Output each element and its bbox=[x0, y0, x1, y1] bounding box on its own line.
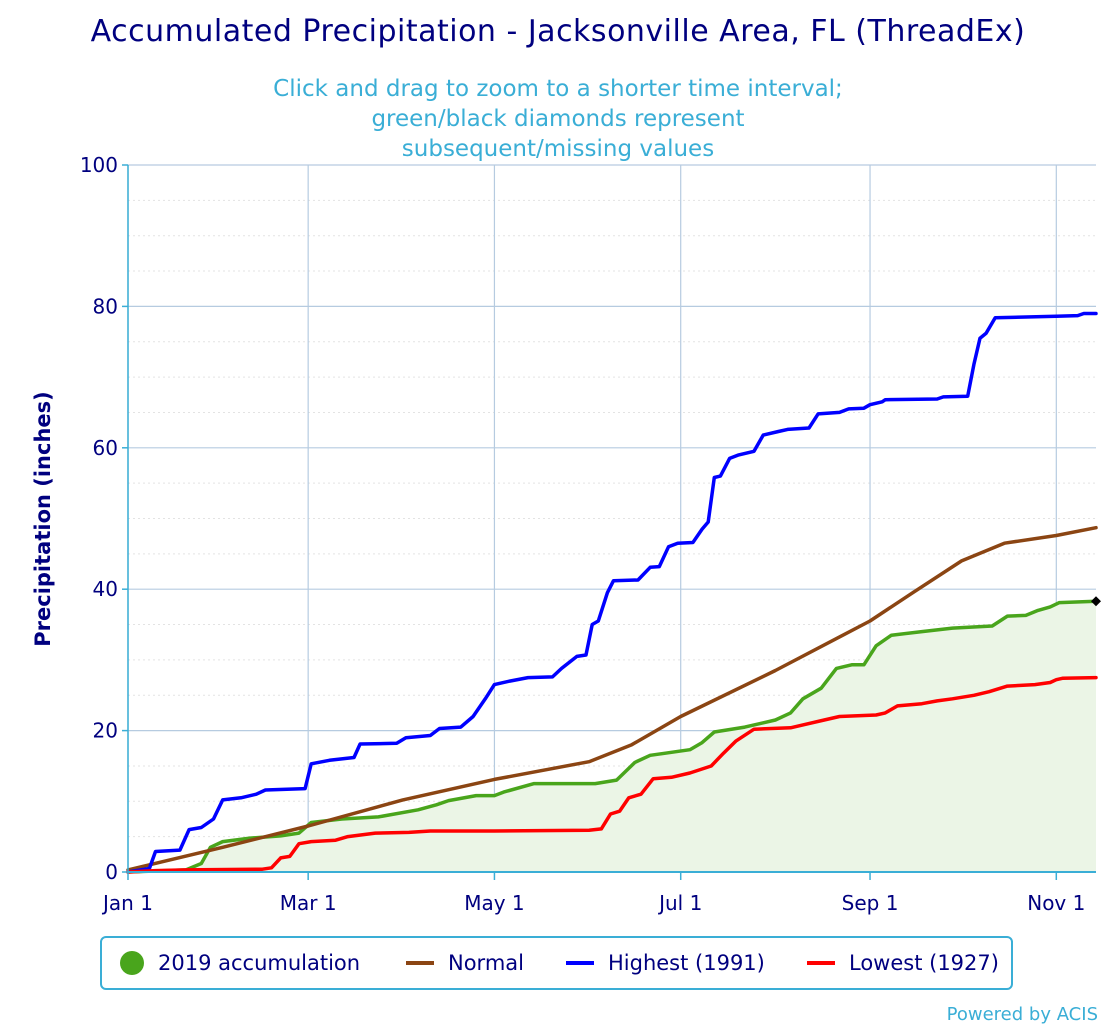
y-tick-label: 40 bbox=[93, 577, 118, 601]
x-tick-label: Mar 1 bbox=[280, 891, 337, 915]
x-tick-label: Nov 1 bbox=[1027, 891, 1085, 915]
legend-item-highest[interactable]: Highest (1991) bbox=[566, 938, 765, 988]
legend-label-lowest: Lowest (1927) bbox=[849, 951, 999, 975]
x-tick-label: Sep 1 bbox=[842, 891, 899, 915]
legend-item-2019-accumulation[interactable]: 2019 accumulation bbox=[120, 938, 360, 988]
series-line-2019-accumulation[interactable] bbox=[126, 599, 1098, 874]
series-line-highest-1991[interactable] bbox=[126, 311, 1098, 874]
legend-label-2019-accumulation: 2019 accumulation bbox=[158, 951, 361, 975]
chart-title: Accumulated Precipitation - Jacksonville… bbox=[90, 14, 1026, 49]
legend-item-normal[interactable]: Normal bbox=[406, 938, 524, 988]
y-tick-label: 20 bbox=[93, 719, 118, 743]
y-tick-label: 100 bbox=[80, 153, 118, 177]
y-tick-label: 60 bbox=[93, 436, 118, 460]
series-line-normal[interactable] bbox=[126, 525, 1098, 872]
legend-marker-2019-accumulation bbox=[120, 951, 144, 975]
x-tick-label: Jul 1 bbox=[657, 891, 702, 915]
x-tick-label: May 1 bbox=[464, 891, 524, 915]
x-tick-label: Jan 1 bbox=[101, 891, 153, 915]
y-tick-label: 0 bbox=[105, 860, 118, 884]
series-layer bbox=[126, 311, 1101, 874]
y-axis-label: Precipitation (inches) bbox=[31, 391, 55, 647]
series-area-2019-accumulation bbox=[128, 601, 1096, 872]
legend-marker-highest bbox=[566, 961, 594, 965]
legend: 2019 accumulation Normal Highest (1991) … bbox=[100, 936, 1013, 990]
chart-plot-area[interactable]: 0 20 40 60 80 100 Jan 1 Mar 1 May 1 Jul 1 Sep 1 Nov… bbox=[0, 0, 1116, 930]
legend-marker-lowest bbox=[807, 961, 835, 965]
legend-label-normal: Normal bbox=[448, 951, 524, 975]
credits-link[interactable]: Powered by ACIS bbox=[946, 1004, 1098, 1025]
series-line-lowest-1927[interactable] bbox=[126, 675, 1098, 874]
legend-item-lowest[interactable]: Lowest (1927) bbox=[807, 938, 999, 988]
chart-subtitle: Click and drag to zoom to a shorter time… bbox=[273, 76, 843, 162]
legend-marker-normal bbox=[406, 961, 434, 965]
missing-value-diamond-marker[interactable] bbox=[1091, 596, 1101, 607]
legend-label-highest: Highest (1991) bbox=[608, 951, 765, 975]
axes: 0 20 40 60 80 100 Jan 1 Mar 1 May 1 Jul 1 Sep 1 Nov… bbox=[80, 153, 1096, 915]
y-tick-label: 80 bbox=[93, 294, 118, 318]
